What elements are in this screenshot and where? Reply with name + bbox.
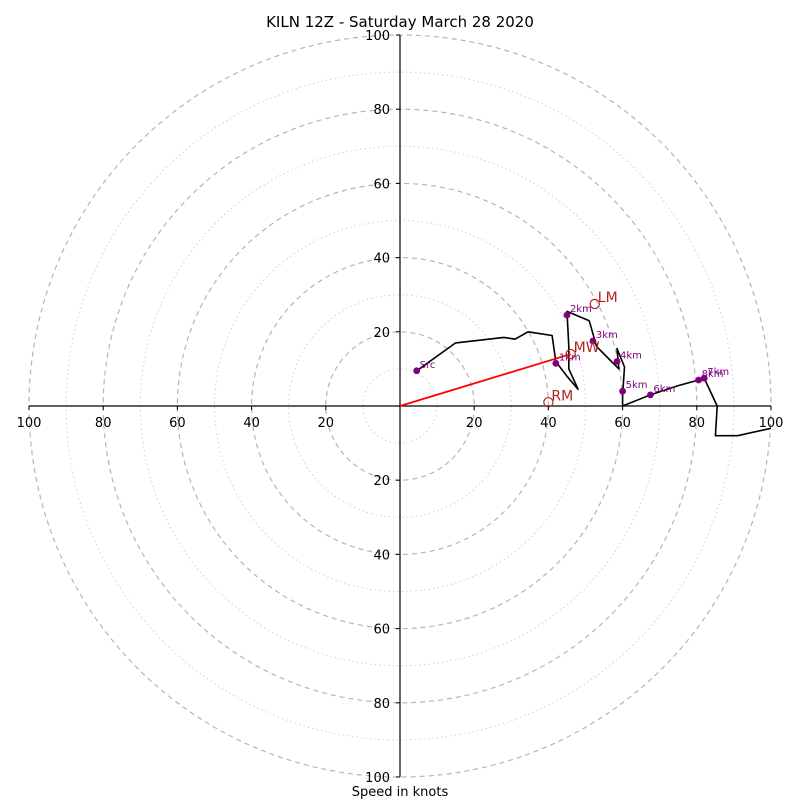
storm-motion-label-MW: MW [574, 340, 600, 356]
height-label-3km: 3km [596, 330, 618, 341]
x-axis-label: Speed in knots [352, 785, 449, 800]
height-point-4km [613, 358, 621, 365]
chart-title: KILN 12Z - Saturday March 28 2020 [266, 13, 534, 31]
storm-motion-LM [589, 298, 600, 310]
storm-motion-MW [565, 348, 576, 360]
tick-label-left: 80 [95, 416, 112, 431]
height-label-1km: 1km [559, 352, 581, 363]
height-point-Src [413, 367, 421, 375]
axis-tick-labels: 20 20 20 20 40 40 40 40 60 60 60 60 80 80 80 80 100 100 10… [17, 29, 784, 786]
tick-label-left: 40 [243, 416, 260, 431]
tick-label-down: 20 [373, 474, 390, 489]
tick-label-down: 60 [373, 623, 390, 638]
height-label-5km: 5km [626, 380, 648, 391]
tick-label-up: 40 [373, 252, 390, 267]
tick-label-left: 60 [169, 416, 186, 431]
shear-vector [399, 353, 571, 407]
storm-motion-label-RM: RM [551, 388, 573, 404]
bulk-shear-line [399, 353, 571, 407]
tick-label-up: 20 [373, 326, 390, 341]
height-point-7km [700, 374, 708, 382]
tick-label-right: 60 [614, 416, 631, 431]
height-point-2km [563, 311, 571, 319]
wind-trace-line [416, 310, 771, 437]
hodograph-trace [416, 310, 771, 437]
tick-label-down: 100 [365, 771, 390, 786]
tick-label-right: 40 [540, 416, 557, 431]
height-point-8km [695, 376, 703, 384]
height-point-6km [647, 391, 654, 399]
height-label-8km: 8km [702, 369, 724, 380]
tick-label-down: 80 [373, 697, 390, 712]
tick-label-down: 40 [373, 548, 390, 563]
tick-label-left: 20 [318, 416, 335, 431]
tick-label-left: 100 [17, 416, 42, 431]
tick-label-up: 60 [373, 177, 390, 192]
height-point-1km [552, 359, 560, 367]
height-label-6km: 6km [653, 384, 675, 395]
tick-label-right: 100 [759, 416, 784, 431]
tick-label-up: 100 [365, 29, 390, 44]
height-point-5km [619, 387, 626, 395]
height-label-Src: Src [420, 360, 436, 371]
height-label-2km: 2km [570, 304, 592, 315]
tick-label-right: 20 [466, 416, 483, 431]
storm-motion-label-LM: LM [598, 290, 618, 306]
height-point-3km [589, 337, 597, 345]
storm-motion-markers: LM MW RM [543, 290, 618, 408]
height-label-7km: 7km [707, 367, 729, 378]
tick-label-up: 80 [373, 103, 390, 118]
tick-label-right: 80 [689, 416, 706, 431]
storm-motion-RM [543, 397, 554, 408]
height-label-4km: 4km [620, 350, 642, 361]
